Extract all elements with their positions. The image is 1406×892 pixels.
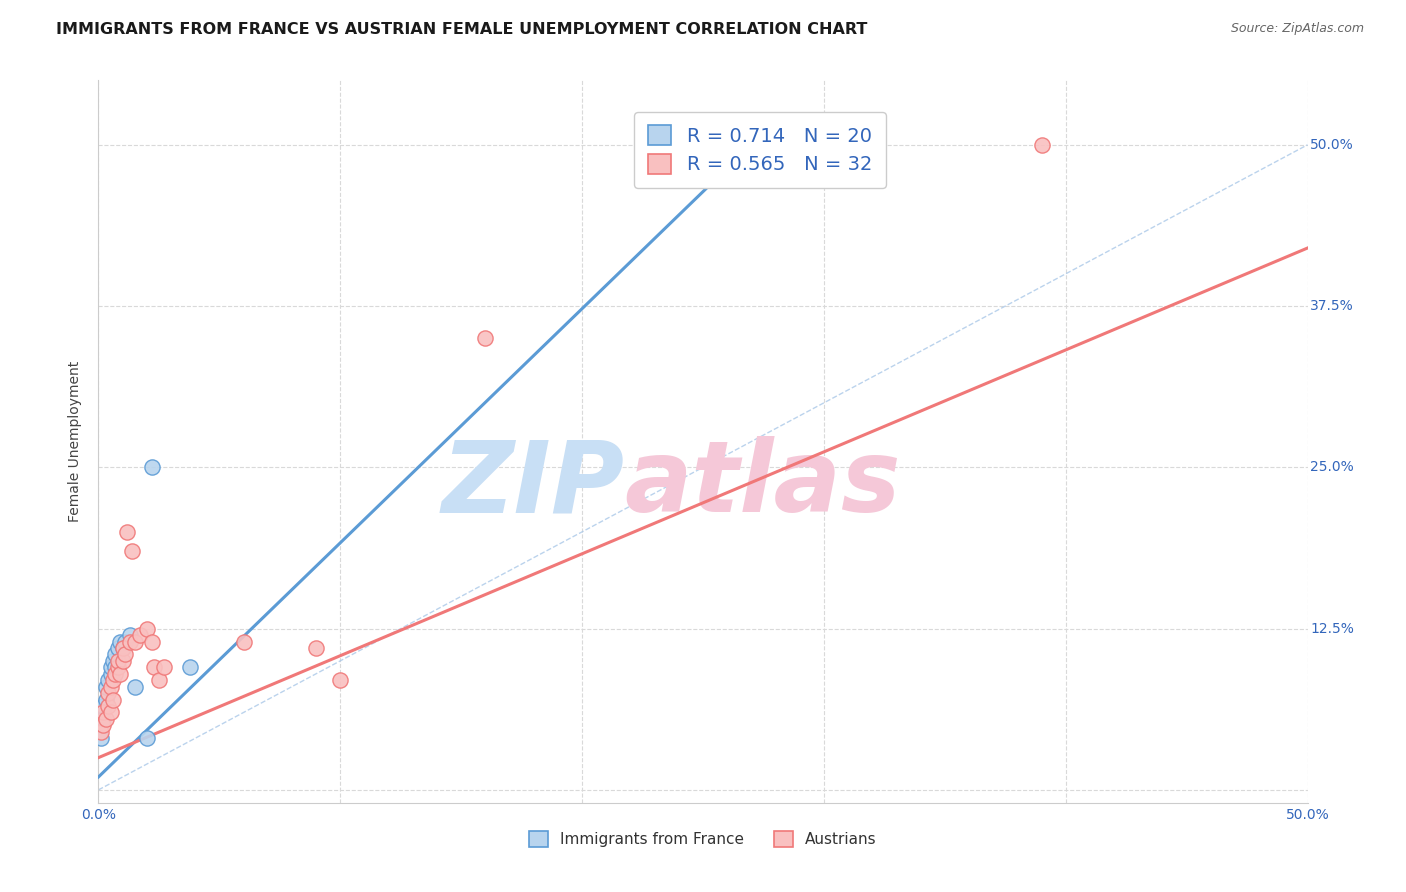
- Point: [108, 666, 131, 681]
- Point: [1031, 137, 1053, 152]
- Point: [107, 654, 129, 668]
- Text: 25.0%: 25.0%: [1310, 460, 1354, 475]
- Point: [100, 706, 122, 720]
- Point: [141, 634, 163, 648]
- Point: [90, 731, 112, 746]
- Point: [94, 692, 117, 706]
- Text: Source: ZipAtlas.com: Source: ZipAtlas.com: [1230, 22, 1364, 36]
- Point: [101, 673, 124, 688]
- Point: [148, 673, 170, 688]
- Point: [111, 640, 134, 655]
- Text: 12.5%: 12.5%: [1310, 622, 1354, 636]
- Point: [94, 712, 117, 726]
- Point: [111, 654, 134, 668]
- Point: [97, 699, 120, 714]
- Text: 50.0%: 50.0%: [1310, 137, 1354, 152]
- Y-axis label: Female Unemployment: Female Unemployment: [69, 361, 83, 522]
- Point: [118, 628, 141, 642]
- Point: [135, 622, 157, 636]
- Point: [97, 673, 120, 688]
- Point: [152, 660, 174, 674]
- Point: [91, 699, 114, 714]
- Point: [121, 544, 143, 558]
- Point: [232, 634, 254, 648]
- Point: [101, 654, 124, 668]
- Text: IMMIGRANTS FROM FRANCE VS AUSTRIAN FEMALE UNEMPLOYMENT CORRELATION CHART: IMMIGRANTS FROM FRANCE VS AUSTRIAN FEMAL…: [56, 22, 868, 37]
- Point: [124, 634, 146, 648]
- Point: [128, 628, 150, 642]
- Point: [107, 640, 129, 655]
- Point: [91, 712, 114, 726]
- Point: [143, 660, 166, 674]
- Point: [100, 680, 122, 694]
- Point: [111, 640, 134, 655]
- Point: [114, 648, 136, 662]
- Text: 37.5%: 37.5%: [1310, 299, 1354, 313]
- Point: [91, 706, 114, 720]
- Point: [107, 660, 129, 674]
- Point: [100, 666, 122, 681]
- Point: [124, 680, 146, 694]
- Point: [118, 634, 141, 648]
- Point: [94, 680, 117, 694]
- Point: [104, 648, 127, 662]
- Point: [329, 673, 352, 688]
- Point: [114, 634, 136, 648]
- Point: [97, 686, 120, 700]
- Point: [117, 524, 139, 539]
- Point: [100, 660, 122, 674]
- Point: [305, 640, 328, 655]
- Point: [141, 460, 163, 475]
- Legend: Immigrants from France, Austrians: Immigrants from France, Austrians: [523, 825, 883, 853]
- Point: [90, 724, 112, 739]
- Point: [179, 660, 201, 674]
- Point: [104, 660, 127, 674]
- Point: [108, 634, 131, 648]
- Point: [91, 718, 114, 732]
- Text: atlas: atlas: [624, 436, 901, 533]
- Point: [474, 331, 496, 345]
- Text: ZIP: ZIP: [441, 436, 624, 533]
- Point: [135, 731, 157, 746]
- Point: [104, 666, 127, 681]
- Point: [101, 692, 124, 706]
